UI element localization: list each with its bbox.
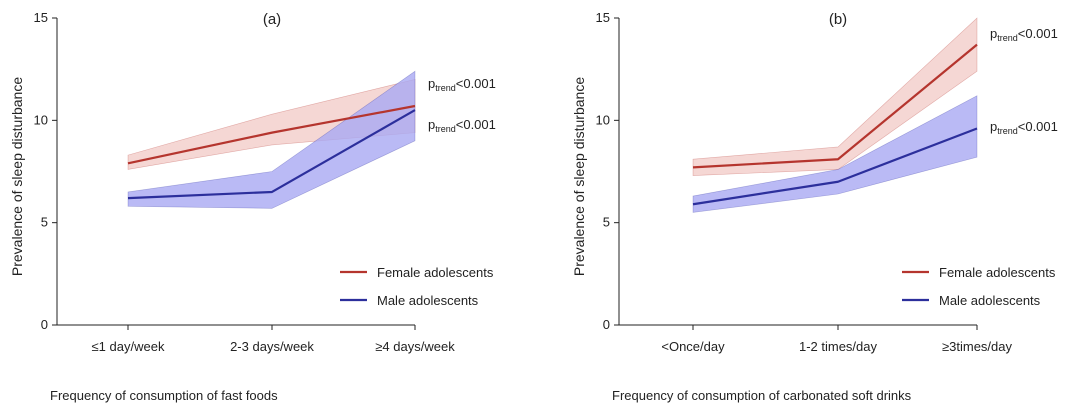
y-tick-label: 15 [34,10,48,25]
series-line-male [127,109,416,200]
p-trend-annotation: ptrend<0.001 [990,119,1058,136]
x-tick-label: 1-2 times/day [799,339,878,354]
p-trend-annotation: ptrend<0.001 [990,26,1058,43]
x-tick-label: ≤1 day/week [92,339,165,354]
y-tick-label: 10 [596,112,610,127]
legend: Female adolescents Male adolescents [902,265,1056,308]
legend: Female adolescents Male adolescents [340,265,494,308]
y-tick-label: 0 [603,317,610,332]
y-tick-label: 5 [41,215,48,230]
panel-label: (a) [263,11,281,28]
y-axis-title: Prevalence of sleep disturbance [9,77,25,276]
series-line-male [692,127,978,206]
x-tick-label: 2-3 days/week [230,339,314,354]
x-tick-label: <Once/day [661,339,725,354]
p-trend-annotation: ptrend<0.001 [428,117,496,134]
y-tick-label: 5 [603,215,610,230]
ci-band-female [692,17,978,176]
y-axis-title: Prevalence of sleep disturbance [571,77,587,276]
panel-b: 0 5 10 15 <Once/day 1-2 times/day ≥3times/day P… [571,10,1058,354]
panel-label: (b) [829,11,847,28]
legend-label-female: Female adolescents [939,265,1056,280]
x-axis-title-a: Frequency of consumption of fast foods [50,388,278,403]
x-tick-label: ≥3times/day [942,339,1012,354]
x-axis-title-b: Frequency of consumption of carbonated s… [612,388,912,403]
legend-label-male: Male adolescents [377,293,479,308]
y-tick-label: 15 [596,10,610,25]
x-tick-label: ≥4 days/week [375,339,455,354]
legend-label-male: Male adolescents [939,293,1041,308]
ci-band-male [692,95,978,213]
series-line-female [692,43,978,169]
y-tick-label: 0 [41,317,48,332]
ci-band-male [127,70,416,209]
p-trend-annotation: ptrend<0.001 [428,76,496,93]
panel-a: 0 5 10 15 ≤1 day/week 2-3 days/week ≥4 days/we… [9,10,496,354]
legend-label-female: Female adolescents [377,265,494,280]
y-tick-label: 10 [34,112,48,127]
series-line-female [127,104,416,165]
